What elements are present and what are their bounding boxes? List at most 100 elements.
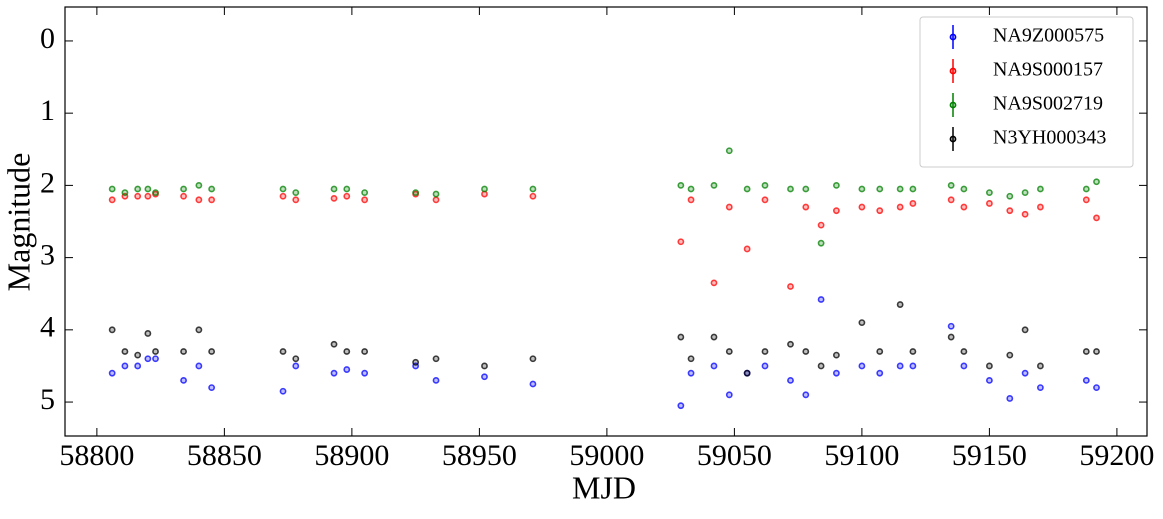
data-point	[986, 189, 993, 197]
data-point	[279, 387, 287, 395]
data-point	[761, 362, 769, 370]
data-point	[896, 362, 904, 370]
data-point	[279, 185, 287, 193]
data-point	[343, 366, 351, 373]
data-point	[725, 147, 733, 155]
data-point	[1082, 196, 1090, 204]
data-point	[858, 203, 866, 211]
data-point	[743, 245, 751, 253]
data-point	[134, 351, 142, 359]
data-point	[180, 192, 187, 200]
legend-marker	[949, 101, 957, 109]
data-point	[787, 283, 794, 290]
legend-marker	[949, 67, 957, 75]
data-point	[1093, 348, 1100, 355]
data-point	[1093, 178, 1100, 186]
data-point	[725, 203, 733, 211]
data-point	[208, 348, 216, 355]
data-point	[121, 348, 129, 355]
data-point	[121, 362, 129, 370]
data-point	[152, 189, 159, 197]
data-point	[481, 373, 488, 381]
data-point	[876, 207, 884, 215]
legend-box	[919, 16, 1134, 168]
data-point	[1037, 384, 1044, 392]
data-point	[817, 296, 825, 303]
data-point	[1093, 384, 1100, 392]
data-point	[677, 333, 685, 341]
data-point	[180, 185, 187, 193]
x-tick-label: 58950	[442, 439, 517, 472]
y-tick-label: 5	[40, 383, 55, 416]
data-point	[947, 196, 955, 204]
data-point	[947, 322, 955, 330]
data-point	[787, 340, 794, 348]
data-point	[677, 402, 685, 410]
data-point	[832, 369, 840, 377]
data-point	[1006, 207, 1014, 215]
x-tick-label: 59000	[569, 439, 644, 472]
data-point	[787, 185, 794, 193]
data-point	[330, 194, 338, 202]
data-point	[292, 355, 300, 363]
data-point	[761, 196, 769, 204]
data-point	[710, 181, 718, 189]
data-point	[858, 319, 866, 327]
legend-label: NA9S000157	[993, 59, 1103, 81]
data-point	[330, 340, 338, 348]
data-point	[1093, 214, 1100, 222]
y-tick-label: 2	[40, 166, 55, 199]
data-point	[802, 203, 810, 211]
data-point	[960, 362, 968, 370]
data-point	[909, 185, 917, 193]
data-point	[330, 185, 338, 193]
data-point	[858, 185, 866, 193]
data-point	[330, 369, 338, 377]
data-point	[817, 221, 825, 229]
data-point	[343, 348, 351, 355]
data-point	[832, 207, 840, 215]
data-point	[1037, 362, 1044, 370]
data-point	[909, 348, 917, 355]
data-point	[743, 185, 751, 193]
data-point	[529, 355, 537, 363]
data-point	[279, 348, 287, 355]
data-point	[761, 181, 769, 189]
data-point	[134, 185, 142, 193]
data-point	[108, 196, 116, 204]
data-point	[677, 181, 685, 189]
x-tick-label: 59150	[952, 439, 1027, 472]
data-point	[710, 362, 718, 370]
data-point	[195, 326, 203, 334]
data-point	[1021, 326, 1029, 334]
data-point	[292, 189, 300, 197]
data-point	[1006, 395, 1014, 402]
data-point	[687, 369, 695, 377]
data-point	[1021, 189, 1029, 197]
data-point	[896, 203, 904, 211]
legend-marker	[949, 33, 957, 41]
data-point	[361, 369, 369, 377]
data-point	[725, 391, 733, 399]
legend-marker	[949, 135, 957, 143]
data-point	[432, 190, 440, 198]
plot-frame	[64, 6, 1148, 437]
data-point	[195, 196, 203, 204]
data-point	[108, 326, 116, 334]
data-point	[144, 355, 152, 363]
x-tick-label: 59200	[1079, 439, 1154, 472]
data-point	[432, 376, 440, 384]
data-point	[761, 348, 769, 355]
data-point	[208, 196, 216, 204]
data-point	[817, 239, 825, 247]
data-point	[960, 185, 968, 193]
data-point	[1006, 192, 1014, 200]
data-point	[876, 348, 884, 355]
x-tick-label: 59100	[824, 439, 899, 472]
data-point	[896, 301, 904, 308]
data-point	[832, 351, 840, 359]
data-point	[1082, 376, 1090, 384]
data-point	[909, 362, 917, 370]
data-point	[152, 355, 159, 363]
data-point	[858, 362, 866, 370]
